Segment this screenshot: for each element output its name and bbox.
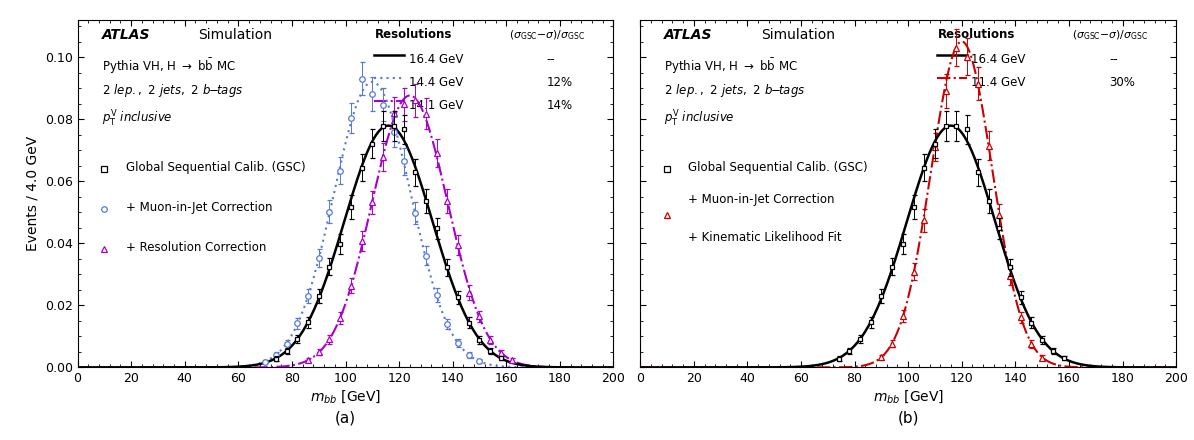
Text: Simulation: Simulation [198, 29, 272, 43]
Text: 16.4 GeV: 16.4 GeV [972, 53, 1026, 66]
Text: + Muon-in-Jet Correction: + Muon-in-Jet Correction [125, 201, 272, 214]
Text: ATLAS: ATLAS [101, 29, 150, 43]
Text: (a): (a) [336, 411, 356, 426]
Text: ATLAS: ATLAS [664, 29, 713, 43]
Text: 14.4 GeV: 14.4 GeV [408, 76, 463, 89]
X-axis label: $m_{bb}$ [GeV]: $m_{bb}$ [GeV] [310, 388, 381, 405]
Text: Simulation: Simulation [761, 29, 835, 43]
Text: 12%: 12% [547, 76, 573, 89]
Text: $\mathbf{\it p_{\rm T}^{\rm V}}$ $\mathbf{\it inclusive}$: $\mathbf{\it p_{\rm T}^{\rm V}}$ $\mathb… [664, 108, 736, 128]
Text: + Resolution Correction: + Resolution Correction [125, 242, 266, 254]
Text: Pythia VH, H $\rightarrow$ b$\bar{\rm b}$ MC: Pythia VH, H $\rightarrow$ b$\bar{\rm b}… [664, 56, 798, 76]
Text: + Kinematic Likelihood Fit: + Kinematic Likelihood Fit [689, 231, 842, 244]
Text: Resolutions: Resolutions [375, 29, 453, 41]
Text: Pythia VH, H $\rightarrow$ b$\bar{\rm b}$ MC: Pythia VH, H $\rightarrow$ b$\bar{\rm b}… [101, 56, 235, 76]
X-axis label: $m_{bb}$ [GeV]: $m_{bb}$ [GeV] [873, 388, 943, 405]
Text: 16.4 GeV: 16.4 GeV [408, 53, 463, 66]
Text: (b): (b) [898, 411, 919, 426]
Text: --: -- [547, 53, 555, 66]
Text: Global Sequential Calib. (GSC): Global Sequential Calib. (GSC) [689, 161, 868, 174]
Text: 14.1 GeV: 14.1 GeV [408, 99, 463, 112]
Text: $(\sigma_{\rm GSC}{-}\sigma)/\sigma_{\rm GSC}$: $(\sigma_{\rm GSC}{-}\sigma)/\sigma_{\rm… [509, 29, 585, 42]
Text: + Muon-in-Jet Correction: + Muon-in-Jet Correction [689, 193, 835, 206]
Text: $\mathbf{\it p_{\rm T}^{\rm V}}$ $\mathbf{\it inclusive}$: $\mathbf{\it p_{\rm T}^{\rm V}}$ $\mathb… [101, 108, 172, 128]
Text: Global Sequential Calib. (GSC): Global Sequential Calib. (GSC) [125, 161, 306, 174]
Text: $\mathit{2}$ $\mathit{lep.,}$ $\mathit{2}$ $\mathit{jets,}$ $\mathit{2}$ $\mathi: $\mathit{2}$ $\mathit{lep.,}$ $\mathit{2… [664, 82, 806, 99]
Y-axis label: Events / 4.0 GeV: Events / 4.0 GeV [25, 136, 39, 251]
Text: 11.4 GeV: 11.4 GeV [972, 76, 1026, 89]
Text: 30%: 30% [1109, 76, 1135, 89]
Text: --: -- [1109, 53, 1118, 66]
Text: $(\sigma_{\rm GSC}{-}\sigma)/\sigma_{\rm GSC}$: $(\sigma_{\rm GSC}{-}\sigma)/\sigma_{\rm… [1071, 29, 1147, 42]
Text: 14%: 14% [547, 99, 573, 112]
Text: $\mathit{2}$ $\mathit{lep.,}$ $\mathit{2}$ $\mathit{jets,}$ $\mathit{2}$ $\mathi: $\mathit{2}$ $\mathit{lep.,}$ $\mathit{2… [101, 82, 244, 99]
Text: Resolutions: Resolutions [937, 29, 1015, 41]
